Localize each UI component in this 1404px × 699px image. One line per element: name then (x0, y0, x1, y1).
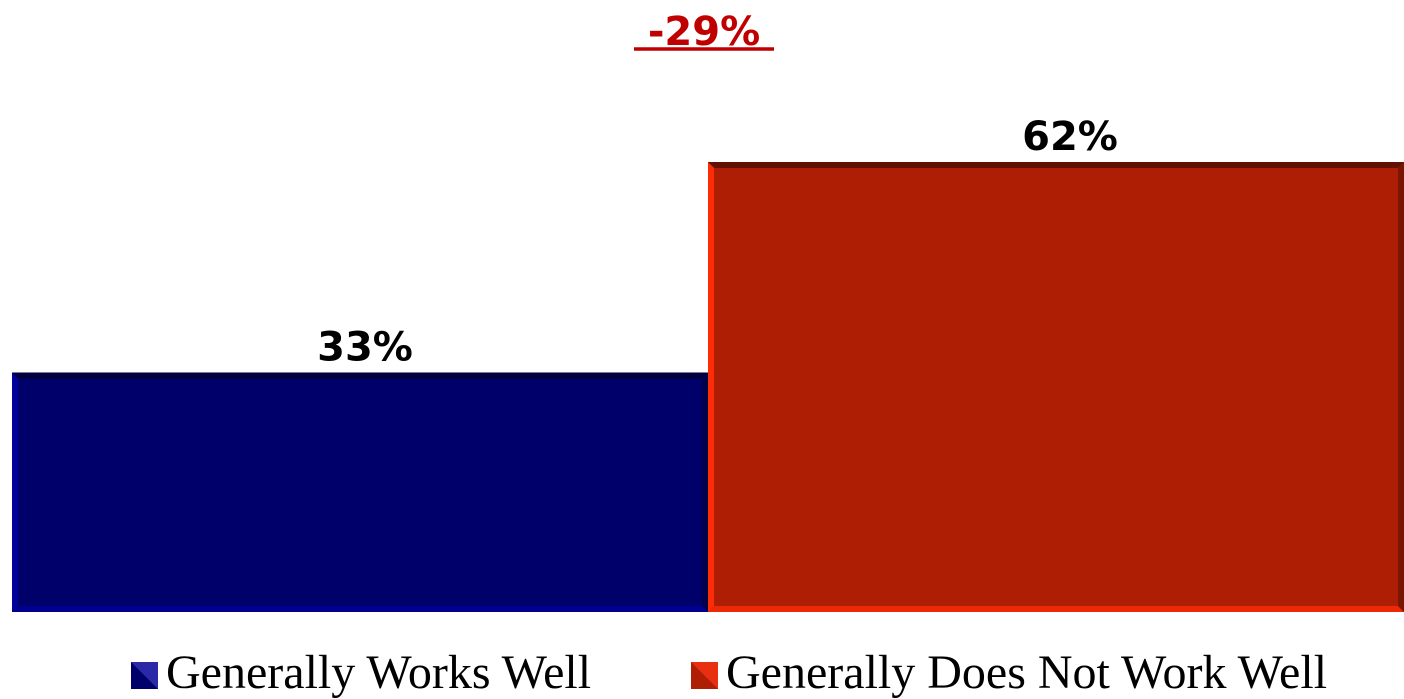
bar-does-not-work-well-bevel-left (708, 162, 714, 612)
data-label-does-not-work-well: 62% (1022, 114, 1118, 160)
bar-does-not-work-well-bevel-top (708, 162, 1404, 168)
bar-works-well-bevel-bottom (12, 606, 708, 612)
bar-does-not-work-well-body (708, 162, 1404, 612)
legend-item-does-not-work-well: Generally Does Not Work Well (691, 646, 1327, 699)
legend-item-works-well: Generally Works Well (131, 646, 591, 699)
bar-works-well (12, 372, 708, 612)
bar-works-well-bevel-left (12, 372, 18, 612)
legend-swatch-works-well-highlight (131, 662, 158, 689)
bar-works-well-bevel-top (12, 372, 708, 379)
legend-label-works-well: Generally Works Well (166, 646, 591, 699)
bar-does-not-work-well-bevel-bottom (708, 606, 1404, 612)
bar-works-well-body (12, 372, 708, 612)
legend-swatch-does-not-work-well-highlight (691, 662, 718, 689)
bars-group: 33% 62% (12, 114, 1404, 612)
bar-does-not-work-well-bevel-right (1398, 162, 1404, 612)
data-label-works-well: 33% (317, 324, 413, 370)
bar-does-not-work-well (708, 162, 1404, 612)
bar-works-well-bevel-right (702, 372, 708, 612)
legend-label-does-not-work-well: Generally Does Not Work Well (726, 646, 1327, 699)
legend: Generally Works Well Generally Does Not … (131, 646, 1327, 699)
